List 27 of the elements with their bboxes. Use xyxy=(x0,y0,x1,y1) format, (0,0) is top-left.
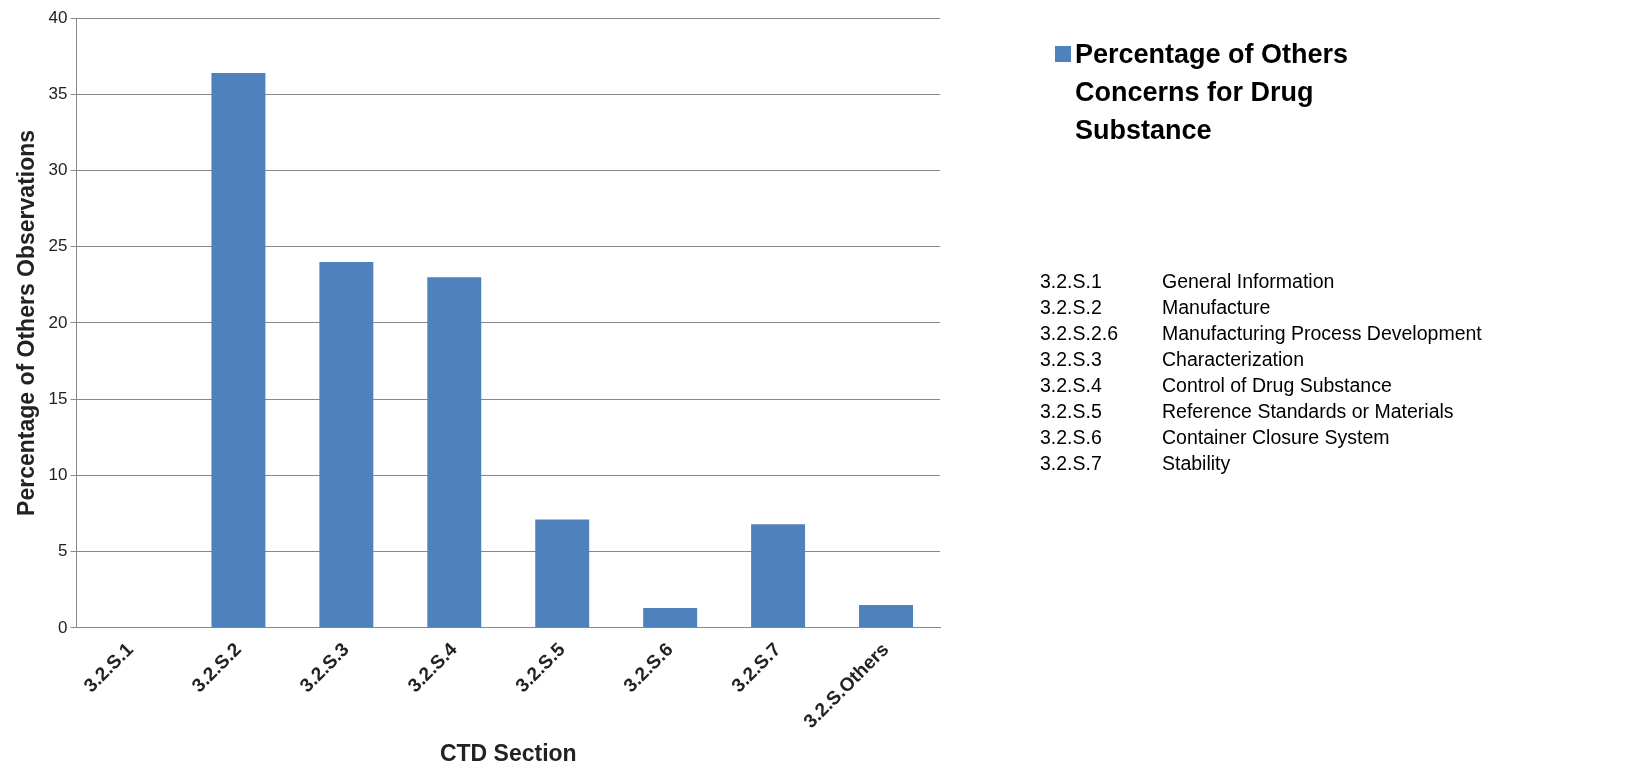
bar xyxy=(643,608,698,628)
y-tick-label: 40 xyxy=(48,7,68,27)
x-axis-title: CTD Section xyxy=(439,739,577,766)
bar xyxy=(535,519,590,628)
text: 3.2.S.4 Control of Drug Substance xyxy=(1040,374,1392,396)
y-tick-label: 30 xyxy=(48,160,68,180)
bar xyxy=(427,277,482,628)
y-axis-title: Percentage of Others Observations xyxy=(13,129,40,516)
y-tick-label: 25 xyxy=(48,236,68,256)
y-tick-label: 0 xyxy=(58,617,68,637)
text: 3.2.S.6 Container Closure System xyxy=(1040,426,1390,448)
y-tick-label: 35 xyxy=(48,83,68,103)
text: 3.2.S.7 Stability xyxy=(1040,452,1231,474)
y-tick-label: 15 xyxy=(48,388,68,408)
text: 3.2.S.1 General Information xyxy=(1040,270,1335,292)
bar xyxy=(751,524,806,628)
text: 3.2.S.2 Manufacture xyxy=(1040,296,1271,318)
bar xyxy=(859,605,914,628)
y-tick-label: 10 xyxy=(48,465,68,485)
bar xyxy=(319,261,374,628)
text: 3.2.S.2.6 Manufacturing Process Development xyxy=(1040,322,1482,344)
text: 3.2.S.3 Characterization xyxy=(1040,348,1304,370)
y-tick-label: 20 xyxy=(48,312,68,332)
legend-label: Percentage of Others Concerns for Drug Substance xyxy=(1075,38,1350,147)
bar xyxy=(211,72,266,628)
text: 3.2.S.5 Reference Standards or Materials xyxy=(1040,400,1454,422)
y-tick-label: 5 xyxy=(58,541,68,561)
